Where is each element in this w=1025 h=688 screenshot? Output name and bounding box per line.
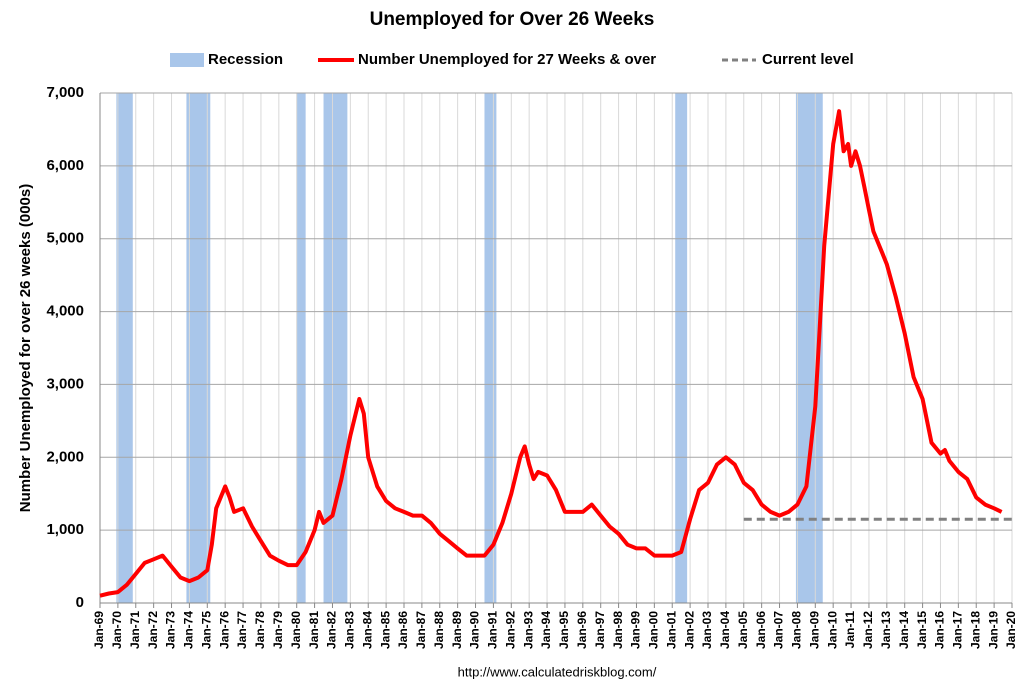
legend-swatch xyxy=(170,53,204,67)
recession-band xyxy=(484,93,497,603)
x-tick-label: Jan-02 xyxy=(682,611,696,649)
x-tick-label: Jan-09 xyxy=(807,611,821,649)
x-tick-label: Jan-92 xyxy=(503,611,517,649)
x-tick-label: Jan-16 xyxy=(933,611,947,649)
x-tick-label: Jan-85 xyxy=(378,611,392,649)
x-tick-label: Jan-82 xyxy=(325,611,339,649)
x-tick-label: Jan-69 xyxy=(92,611,106,649)
x-tick-label: Jan-14 xyxy=(897,611,911,649)
recession-band xyxy=(186,93,211,603)
recession-band xyxy=(116,93,133,603)
x-tick-label: Jan-87 xyxy=(414,611,428,649)
x-tick-label: Jan-18 xyxy=(968,611,982,649)
series-line xyxy=(99,109,1003,598)
x-tick-label: Jan-84 xyxy=(360,611,374,649)
x-tick-label: Jan-05 xyxy=(736,611,750,649)
x-tick-label: Jan-13 xyxy=(879,611,893,649)
y-axis-label: Number Unemployed for over 26 weeks (000… xyxy=(17,184,34,512)
recession-band xyxy=(675,93,688,603)
y-tick-label: 5,000 xyxy=(46,230,84,247)
x-tick-label: Jan-11 xyxy=(843,611,857,649)
x-tick-label: Jan-94 xyxy=(539,611,553,649)
y-tick-label: 6,000 xyxy=(46,157,84,174)
y-tick-label: 7,000 xyxy=(46,84,84,101)
x-tick-label: Jan-17 xyxy=(951,611,965,649)
x-tick-label: Jan-86 xyxy=(396,611,410,649)
x-tick-label: Jan-91 xyxy=(486,611,500,649)
x-tick-label: Jan-83 xyxy=(343,611,357,649)
x-tick-label: Jan-12 xyxy=(861,611,875,649)
y-tick-label: 2,000 xyxy=(46,448,84,465)
x-tick-label: Jan-70 xyxy=(110,611,124,649)
recession-band xyxy=(323,93,348,603)
x-tick-label: Jan-00 xyxy=(647,611,661,649)
x-tick-label: Jan-95 xyxy=(557,611,571,649)
recession-band xyxy=(296,93,306,603)
legend-label: Recession xyxy=(208,51,283,68)
y-tick-label: 1,000 xyxy=(46,521,84,538)
x-tick-label: Jan-10 xyxy=(825,611,839,649)
chart-title: Unemployed for Over 26 Weeks xyxy=(370,9,655,30)
x-tick-label: Jan-93 xyxy=(521,611,535,649)
x-tick-label: Jan-97 xyxy=(593,611,607,649)
y-tick-label: 3,000 xyxy=(46,375,84,392)
x-tick-label: Jan-01 xyxy=(664,611,678,649)
x-tick-label: Jan-03 xyxy=(700,611,714,649)
x-tick-label: Jan-99 xyxy=(629,611,643,649)
source: http://www.calculatedriskblog.com/ xyxy=(458,664,657,679)
x-tick-label: Jan-98 xyxy=(611,611,625,649)
x-tick-label: Jan-72 xyxy=(146,611,160,649)
x-tick-label: Jan-06 xyxy=(754,611,768,649)
x-tick-label: Jan-71 xyxy=(128,611,142,649)
x-tick-label: Jan-88 xyxy=(432,611,446,649)
x-tick-label: Jan-90 xyxy=(468,611,482,649)
x-tick-label: Jan-74 xyxy=(182,611,196,649)
x-tick-label: Jan-78 xyxy=(253,611,267,649)
x-tick-label: Jan-20 xyxy=(1004,611,1018,649)
x-tick-label: Jan-73 xyxy=(164,611,178,649)
legend-label: Number Unemployed for 27 Weeks & over xyxy=(358,51,656,68)
x-tick-label: Jan-96 xyxy=(575,611,589,649)
x-tick-label: Jan-08 xyxy=(790,611,804,649)
x-tick-label: Jan-04 xyxy=(718,611,732,649)
x-tick-label: Jan-75 xyxy=(199,611,213,649)
x-tick-label: Jan-77 xyxy=(235,611,249,649)
x-tick-label: Jan-76 xyxy=(217,611,231,649)
x-tick-label: Jan-19 xyxy=(986,611,1000,649)
x-tick-label: Jan-07 xyxy=(772,611,786,649)
x-tick-label: Jan-80 xyxy=(289,611,303,649)
y-tick-label: 0 xyxy=(76,594,84,611)
x-tick-label: Jan-79 xyxy=(271,611,285,649)
x-tick-label: Jan-89 xyxy=(450,611,464,649)
x-tick-label: Jan-15 xyxy=(915,611,929,649)
y-tick-label: 4,000 xyxy=(46,303,84,320)
x-tick-label: Jan-81 xyxy=(307,611,321,649)
legend-label: Current level xyxy=(762,51,854,68)
